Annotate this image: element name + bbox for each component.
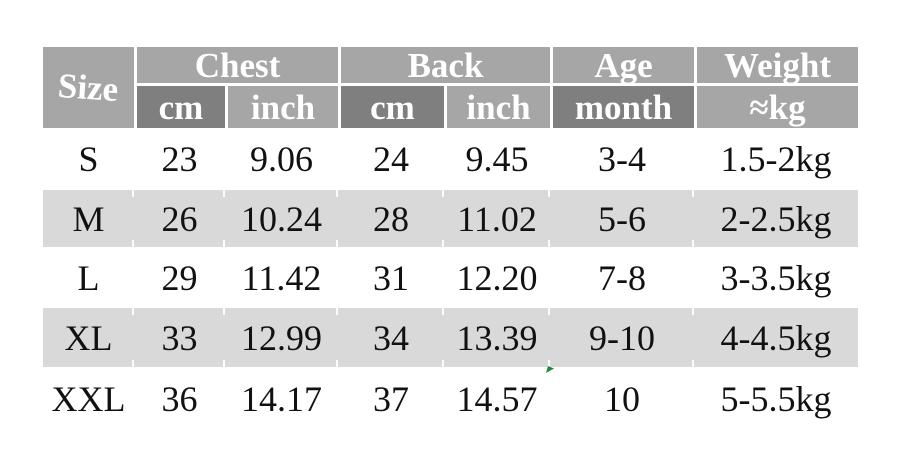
cell-chest-inch: 14.17 bbox=[241, 378, 322, 419]
cell-chest-cm: 23 bbox=[161, 139, 198, 179]
cell-chest-inch: 10.24 bbox=[225, 190, 338, 247]
header-size: Size bbox=[43, 47, 134, 128]
header-weight-kg: ≈kg bbox=[694, 86, 859, 128]
table-row-l: L 29 11.42 31 12.20 7-8 3-3.5kg bbox=[43, 247, 858, 308]
cell-weight: 4-4.5kg bbox=[694, 308, 859, 367]
cell-back-cm: 37 bbox=[373, 378, 409, 419]
cell-weight: 2-2.5kg bbox=[694, 190, 859, 247]
cell-back-inch: 9.45 bbox=[465, 139, 529, 179]
cell-age: 7-8 bbox=[598, 257, 647, 298]
cell-chest-cm: 33 bbox=[134, 308, 225, 367]
cell-weight: 5-5.5kg bbox=[720, 378, 832, 419]
cell-size: M bbox=[43, 190, 134, 247]
table-row-xl: XL 33 12.99 34 13.39 9-10 4-4.5kg bbox=[43, 308, 859, 367]
table-row-s: S 23 9.06 24 9.45 3-4 1.5-2kg bbox=[43, 128, 858, 190]
cell-chest-cm: 26 bbox=[134, 190, 225, 247]
cell-size: S bbox=[78, 139, 99, 179]
green-triangle-artifact bbox=[546, 366, 554, 373]
header-back: Back bbox=[338, 47, 551, 86]
header-chest-inch: inch bbox=[225, 86, 338, 128]
cell-chest-cm: 36 bbox=[161, 378, 198, 419]
size-chart-table: Size Chest Back Age Weight cm inch cm in… bbox=[43, 47, 859, 430]
cell-back-inch: 11.02 bbox=[444, 190, 551, 247]
header-weight: Weight bbox=[694, 47, 859, 86]
cell-age: 5-6 bbox=[550, 190, 695, 247]
cell-chest-inch: 9.06 bbox=[250, 139, 313, 179]
table-row-m: M 26 10.24 28 11.02 5-6 2-2.5kg bbox=[43, 190, 859, 247]
cell-age: 10 bbox=[604, 378, 641, 419]
table-row-xxl: XXL 36 14.17 37 14.57 10 5-5.5kg bbox=[43, 367, 858, 430]
cell-size: XL bbox=[43, 308, 134, 367]
cell-size: XXL bbox=[51, 378, 126, 419]
cell-back-cm: 28 bbox=[338, 190, 444, 247]
cell-weight: 3-3.5kg bbox=[720, 257, 832, 298]
header-back-cm: cm bbox=[338, 86, 444, 128]
header-size-label: Size bbox=[57, 65, 120, 110]
cell-chest-cm: 29 bbox=[161, 257, 198, 298]
cell-back-inch: 12.20 bbox=[456, 257, 538, 298]
cell-age: 9-10 bbox=[550, 308, 695, 367]
cell-weight: 1.5-2kg bbox=[720, 139, 832, 179]
cell-back-inch: 13.39 bbox=[444, 308, 551, 367]
header-age: Age bbox=[550, 47, 695, 86]
header-sub-row: cm inch cm inch month ≈kg bbox=[43, 86, 859, 128]
cell-back-cm: 24 bbox=[373, 139, 409, 179]
cell-size: L bbox=[77, 257, 100, 298]
cell-chest-inch: 12.99 bbox=[225, 308, 338, 367]
cell-back-cm: 31 bbox=[373, 257, 409, 298]
header-age-month: month bbox=[550, 86, 695, 128]
cell-age: 3-4 bbox=[598, 139, 647, 179]
cell-back-cm: 34 bbox=[338, 308, 444, 367]
header-chest-cm: cm bbox=[134, 86, 225, 128]
header-group-row: Size Chest Back Age Weight bbox=[43, 47, 859, 128]
cell-chest-inch: 11.42 bbox=[241, 257, 322, 298]
header-back-inch: inch bbox=[444, 86, 551, 128]
cell-back-inch: 14.57 bbox=[456, 378, 538, 419]
header-chest: Chest bbox=[134, 47, 338, 86]
